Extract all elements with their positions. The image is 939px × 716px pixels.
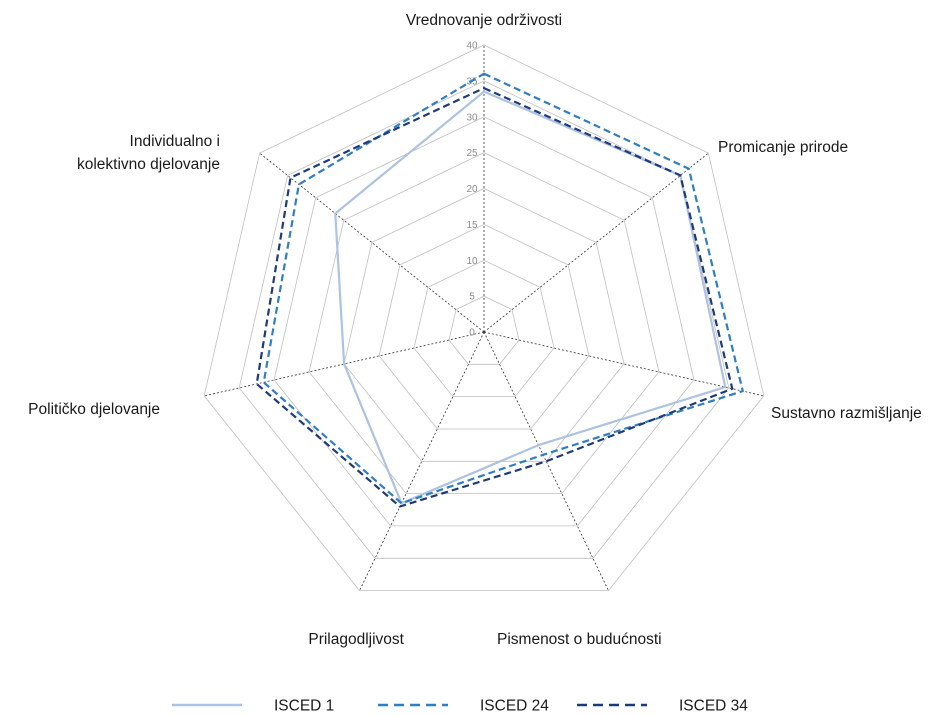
radial-tick-label: 5 [469,292,475,303]
grid-ring [343,188,625,462]
grid-ring [273,116,695,527]
axis-label: Individualno i [130,133,220,150]
legend: ISCED 1 ISCED 24 ISCED 34 [172,698,748,715]
legend-label: ISCED 34 [679,698,748,715]
axis-label: Vrednovanje održivosti [406,12,562,29]
radar-series [255,72,744,508]
radial-tick-label: 15 [466,220,478,231]
radial-tick-label: 10 [466,256,478,267]
axis-label: Političko djelovanje [28,401,160,418]
axis-label: Prilagodljivost [308,631,404,648]
axis-label: kolektivno djelovanje [77,156,220,173]
grid-ring [448,295,520,365]
grid-ring [378,223,590,430]
series-line-isced-1 [334,90,727,505]
legend-label: ISCED 1 [274,698,334,715]
legend-label: ISCED 24 [480,698,549,715]
axis-label: Pismenost o budućnosti [497,631,662,648]
axis-label: Sustavno razmišljanje [771,405,922,422]
grid-ring [203,44,765,591]
series-line-isced-24 [262,72,744,505]
radial-tick-label: 25 [466,148,478,159]
axis-labels: Vrednovanje održivosti Promicanje prirode… [28,12,922,648]
axis-label: Promicanje prirode [718,139,848,156]
grid-ring [413,259,555,398]
radial-tick-label: 40 [466,41,478,52]
radial-tick-label: 20 [466,184,478,195]
radar-grid [203,44,765,591]
radial-tick-label: 30 [466,112,478,123]
series-line-isced-34 [255,86,734,508]
radial-tick-label: 0 [469,328,475,339]
